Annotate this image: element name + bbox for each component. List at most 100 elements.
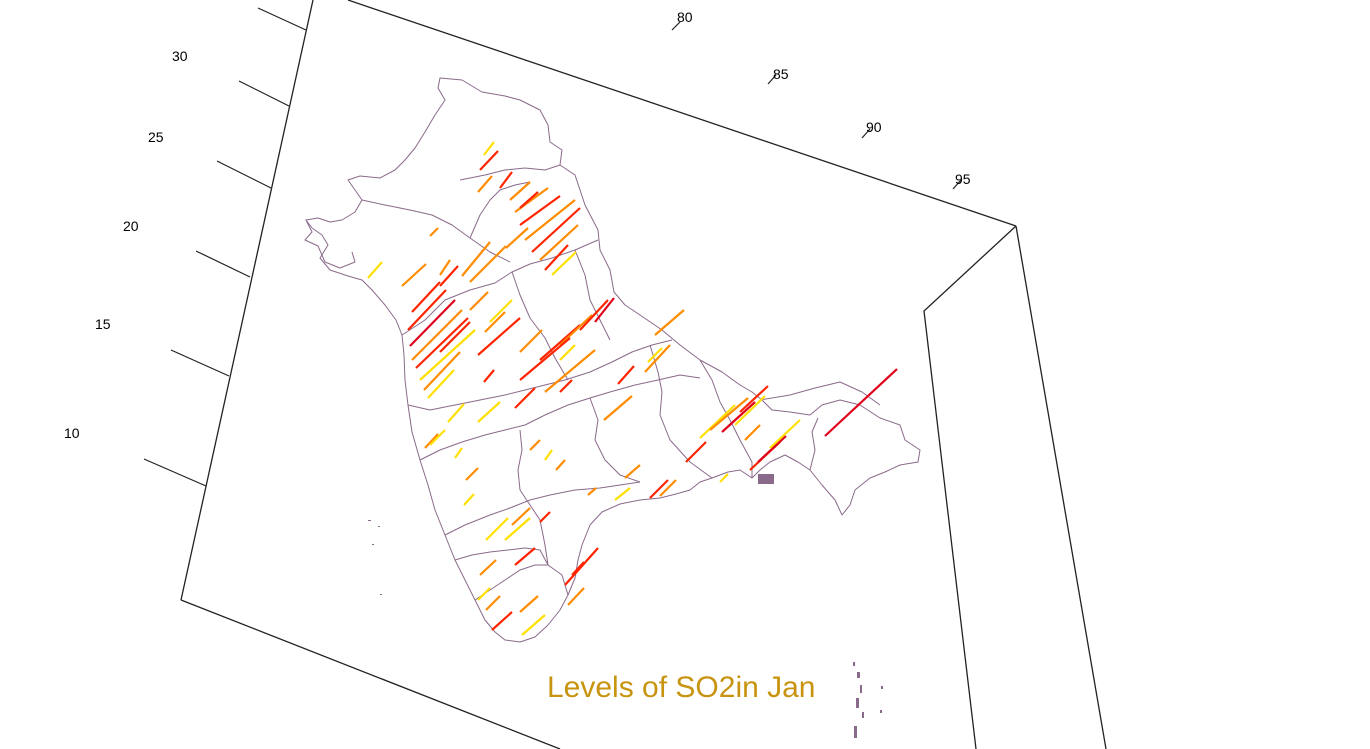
so2-spike-low	[477, 587, 491, 601]
so2-spike-mid	[429, 227, 439, 237]
so2-spike-high	[649, 479, 669, 499]
so2-spike-mid	[587, 487, 597, 496]
so2-spike-mid	[709, 397, 749, 431]
so2-spike-low	[544, 449, 553, 461]
chart-title: Levels of SO2in Jan	[547, 671, 816, 704]
lon-tick-line	[767, 74, 777, 85]
so2-spike-mid	[424, 433, 439, 449]
so2-spike-peak	[594, 297, 615, 323]
so2-spike-mid	[654, 309, 685, 336]
so2-spike-mid	[509, 181, 531, 201]
so2-spike-high	[564, 547, 599, 586]
state-boundary	[699, 359, 753, 478]
so2-spike-high	[539, 324, 581, 361]
so2-spike-mid	[505, 227, 529, 249]
so2-spike-low	[551, 251, 577, 276]
so2-spike-low	[427, 369, 455, 399]
lat-tick-label: 25	[148, 129, 164, 145]
so2-spike-low	[483, 141, 495, 156]
so2-spike-low	[489, 299, 513, 323]
so2-spike-mid	[484, 311, 506, 333]
island-mark	[880, 710, 882, 713]
india-outline	[305, 77, 921, 643]
so2-spike-low	[559, 344, 576, 361]
state-boundary	[361, 199, 511, 263]
lat-tick-label: 10	[64, 425, 80, 441]
so2-spike-high	[514, 547, 536, 566]
latitude-ticks	[143, 7, 307, 487]
so2-spike-mid	[461, 241, 491, 277]
coast-detail	[304, 219, 356, 269]
so2-spike-mid	[539, 224, 579, 261]
island-mark	[758, 474, 774, 484]
frame-left-edge	[180, 0, 314, 601]
so2-spike-high	[531, 207, 581, 253]
so2-spike-high	[617, 365, 635, 385]
lon-tick-label: 80	[677, 9, 693, 25]
state-boundary	[469, 181, 531, 239]
so2-spike-mid	[465, 467, 479, 481]
so2-spike-peak	[409, 299, 456, 347]
state-boundary	[407, 339, 673, 411]
so2-spike-low	[447, 403, 465, 423]
so2-spike-high	[519, 337, 571, 381]
lat-tick-line	[238, 80, 290, 107]
so2-spike-high	[407, 289, 447, 331]
so2-spike-low	[485, 517, 509, 541]
island-mark	[881, 686, 883, 689]
so2-spike-low	[699, 404, 736, 439]
so2-spike-low	[769, 419, 801, 449]
so2-spike-high	[519, 191, 539, 209]
so2-spike-mid	[485, 595, 501, 611]
state-boundary	[574, 249, 611, 341]
so2-spike-low	[429, 429, 446, 446]
country-boundaries	[304, 77, 921, 643]
island-mark	[860, 685, 862, 693]
so2-spike-high	[477, 317, 521, 356]
so2-spike-mid	[529, 439, 541, 451]
lat-tick-line	[195, 250, 251, 278]
so2-spike-mid	[411, 309, 463, 361]
lat-tick-label: 20	[123, 218, 139, 234]
so2-spike-mid	[519, 329, 543, 353]
so2-spike-mid	[659, 479, 677, 497]
longitude-tick-labels: 80 85 90 95	[677, 9, 971, 187]
so2-spike-high	[499, 171, 513, 189]
so2-spike-mid	[519, 595, 539, 613]
so2-spike-mid	[469, 245, 507, 283]
longitude-ticks	[671, 21, 962, 190]
plot-frame	[180, 0, 1107, 749]
so2-spike-high	[544, 244, 569, 271]
state-boundary	[401, 239, 599, 336]
so2-spike-mid	[511, 507, 531, 526]
so2-spike-high	[519, 195, 561, 226]
frame-inner-corner	[923, 225, 1017, 749]
so2-spike-mid	[603, 395, 633, 421]
so2-spike-peak	[824, 368, 898, 437]
frame-top-edge	[347, 0, 1017, 227]
so2-spike-high	[439, 265, 459, 287]
so2-spike-mid	[555, 459, 566, 471]
lat-tick-label: 30	[172, 48, 188, 64]
so2-spike-high	[685, 441, 707, 463]
so2-spike-high	[559, 379, 573, 393]
so2-spike-low	[734, 395, 766, 426]
state-boundary	[809, 417, 819, 471]
so2-spike-high	[479, 150, 499, 171]
island-mark	[857, 672, 860, 678]
lon-tick-label: 95	[955, 171, 971, 187]
state-boundary	[649, 344, 713, 479]
frame-outer-right-edge	[1015, 225, 1107, 749]
so2-spike-mid	[567, 587, 585, 606]
state-boundary	[589, 397, 641, 483]
island-mark	[862, 712, 864, 718]
so2-spike-low	[477, 401, 501, 423]
so2-spike-high	[411, 281, 441, 313]
so2-spike-mid	[423, 351, 461, 391]
so2-spike-high	[439, 321, 471, 353]
state-boundary	[459, 164, 561, 181]
state-boundary	[454, 547, 549, 566]
so2-spike-mid	[644, 344, 671, 373]
so2-spike-mid	[439, 259, 451, 276]
